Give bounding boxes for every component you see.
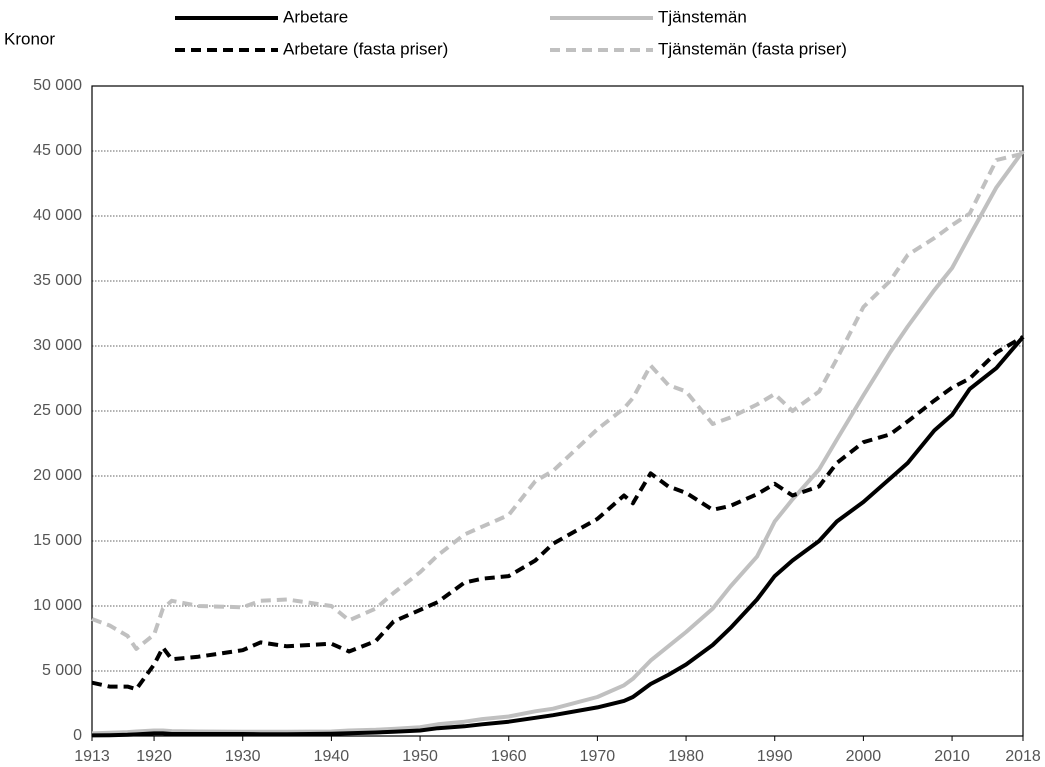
x-tick-label: 1990 (757, 748, 793, 765)
series-line (91, 335, 1025, 692)
y-tick-label: 10 000 (33, 597, 82, 614)
x-tick-label: 1930 (225, 748, 261, 765)
legend-label: Arbetare (fasta priser) (283, 39, 448, 58)
x-tick-label: 1950 (402, 748, 438, 765)
y-tick-label: 40 000 (33, 207, 82, 224)
y-tick-label: 45 000 (33, 142, 82, 159)
legend-label: Tjänstemän (fasta priser) (658, 39, 847, 58)
y-tick-label: 50 000 (33, 77, 82, 94)
x-tick-label: 2000 (846, 748, 882, 765)
y-tick-label: 20 000 (33, 467, 82, 484)
y-tick-label: 30 000 (33, 337, 82, 354)
series-line (91, 151, 1024, 651)
series-line (91, 149, 1025, 736)
legend-label: Arbetare (283, 7, 348, 26)
x-tick-label: 2018 (1005, 748, 1041, 765)
y-axis-label: Kronor (4, 29, 55, 48)
x-tick-label: 1970 (580, 748, 616, 765)
x-tick-label: 1913 (74, 748, 110, 765)
y-tick-label: 25 000 (33, 402, 82, 419)
y-tick-label: 35 000 (33, 272, 82, 289)
legend-label: Tjänstemän (658, 7, 747, 26)
y-tick-label: 15 000 (33, 532, 82, 549)
x-tick-label: 1940 (314, 748, 350, 765)
x-tick-label: 1960 (491, 748, 527, 765)
plot-frame (91, 85, 1024, 737)
x-tick-label: 2010 (934, 748, 970, 765)
y-tick-label: 0 (73, 727, 82, 744)
y-tick-label: 5 000 (42, 662, 82, 679)
series-line (91, 335, 1025, 738)
x-tick-label: 1920 (136, 748, 172, 765)
x-tick-label: 1980 (668, 748, 704, 765)
